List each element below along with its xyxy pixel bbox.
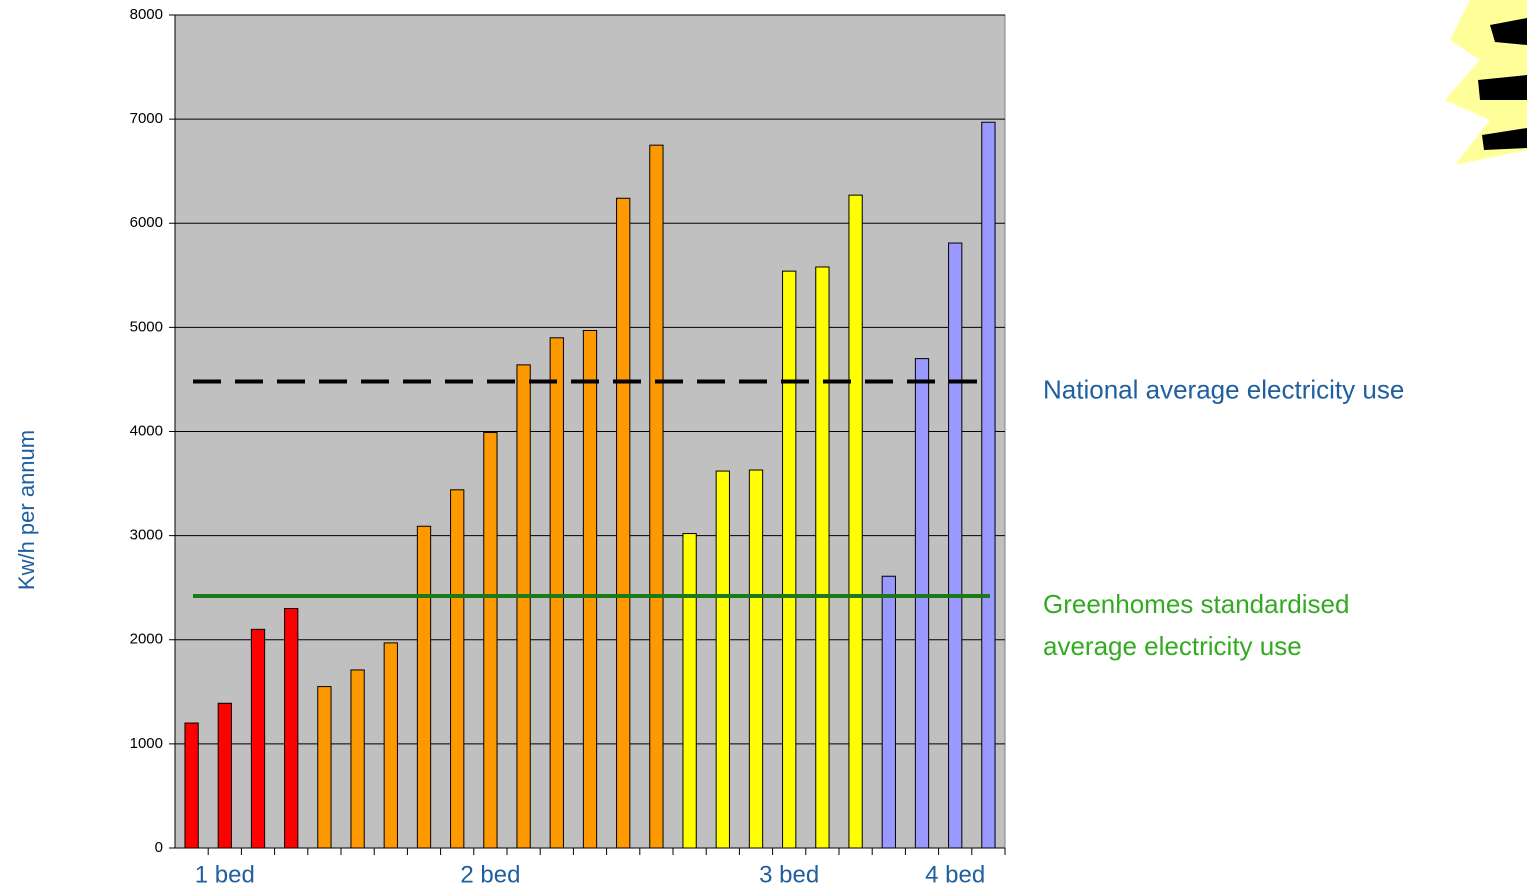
y-tick-label: 7000 — [130, 110, 163, 127]
bar — [217, 702, 232, 849]
y-tick-label: 2000 — [130, 631, 163, 648]
decoration — [1490, 18, 1527, 45]
bar — [682, 533, 697, 849]
y-tick-label: 5000 — [130, 318, 163, 335]
bar — [549, 337, 564, 849]
bar — [450, 489, 465, 849]
bar — [184, 722, 199, 849]
bar — [317, 686, 332, 849]
decoration — [1482, 128, 1527, 150]
bar — [250, 628, 266, 849]
y-tick-label: 6000 — [130, 214, 163, 231]
bar — [649, 144, 664, 849]
y-tick-label: 8000 — [130, 6, 163, 23]
bar — [881, 575, 896, 849]
x-tick-label: 1 bed — [195, 861, 255, 888]
bar — [715, 470, 730, 849]
bar — [582, 329, 598, 849]
bar — [981, 121, 996, 849]
bar — [483, 432, 498, 849]
x-tick-label: 4 bed — [925, 861, 985, 888]
y-tick-label: 0 — [155, 839, 163, 856]
y-axis-label: Kw/h per annum — [14, 430, 39, 590]
bar — [815, 266, 830, 849]
y-tick-label: 3000 — [130, 527, 163, 544]
bar — [350, 669, 365, 849]
y-tick-label: 4000 — [130, 422, 163, 439]
bar — [416, 525, 432, 849]
bar — [383, 642, 398, 849]
bar — [948, 242, 963, 849]
bar — [616, 197, 631, 849]
bar — [284, 608, 299, 849]
reference-label: average electricity use — [1043, 631, 1302, 661]
reference-label: Greenhomes standardised — [1043, 589, 1349, 619]
decoration — [1478, 75, 1527, 100]
bar — [914, 358, 930, 849]
bar — [782, 270, 797, 849]
bar — [848, 194, 863, 849]
bar — [748, 469, 764, 849]
reference-label: National average electricity use — [1043, 374, 1404, 404]
x-tick-label: 2 bed — [460, 861, 520, 888]
x-tick-label: 3 bed — [759, 861, 819, 888]
y-tick-label: 1000 — [130, 735, 163, 752]
bar — [516, 364, 531, 849]
